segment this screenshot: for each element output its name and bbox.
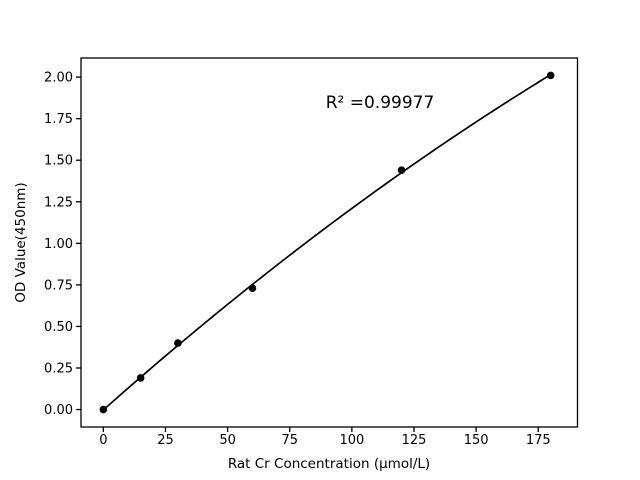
fit-curve-and-points — [99, 71, 555, 414]
r-squared-annotation: R² =0.99977 — [326, 93, 435, 113]
data-point — [174, 339, 182, 347]
data-point — [136, 374, 145, 382]
y-tick-label: 0.50 — [44, 320, 73, 335]
data-point — [397, 166, 406, 174]
y-tick-label: 0.00 — [44, 403, 73, 418]
data-point — [546, 71, 555, 80]
x-tick-label: 50 — [219, 433, 236, 448]
x-tick-label: 0 — [99, 433, 107, 448]
x-tick-label: 100 — [339, 433, 364, 448]
x-tick-label: 175 — [526, 433, 551, 448]
x-axis-label: Rat Cr Concentration (μmol/L) — [228, 456, 430, 472]
y-tick-label: 1.75 — [44, 112, 73, 127]
y-tick-label: 1.25 — [44, 195, 73, 210]
y-tick-label: 2.00 — [44, 71, 73, 86]
y-tick-label: 1.50 — [44, 154, 73, 169]
data-point — [248, 284, 257, 293]
x-tick-label: 25 — [157, 433, 174, 448]
axes-spines — [80, 57, 579, 428]
y-tick-label: 0.75 — [44, 278, 73, 293]
x-axis-ticks: 0 25 50 75 100 125 150 175 — [99, 427, 551, 448]
plot-area — [81, 58, 578, 427]
x-tick-label: 125 — [402, 433, 427, 448]
y-axis-ticks: 0.00 0.25 0.50 0.75 1.00 1.25 1.50 1.75 2.00 — [44, 71, 81, 418]
y-tick-label: 0.25 — [44, 361, 73, 376]
y-axis-label: OD Value(450nm) — [13, 182, 29, 302]
x-tick-label: 150 — [464, 433, 489, 448]
y-tick-label: 1.00 — [44, 237, 73, 252]
x-tick-label: 75 — [281, 433, 298, 448]
data-point — [99, 405, 108, 414]
